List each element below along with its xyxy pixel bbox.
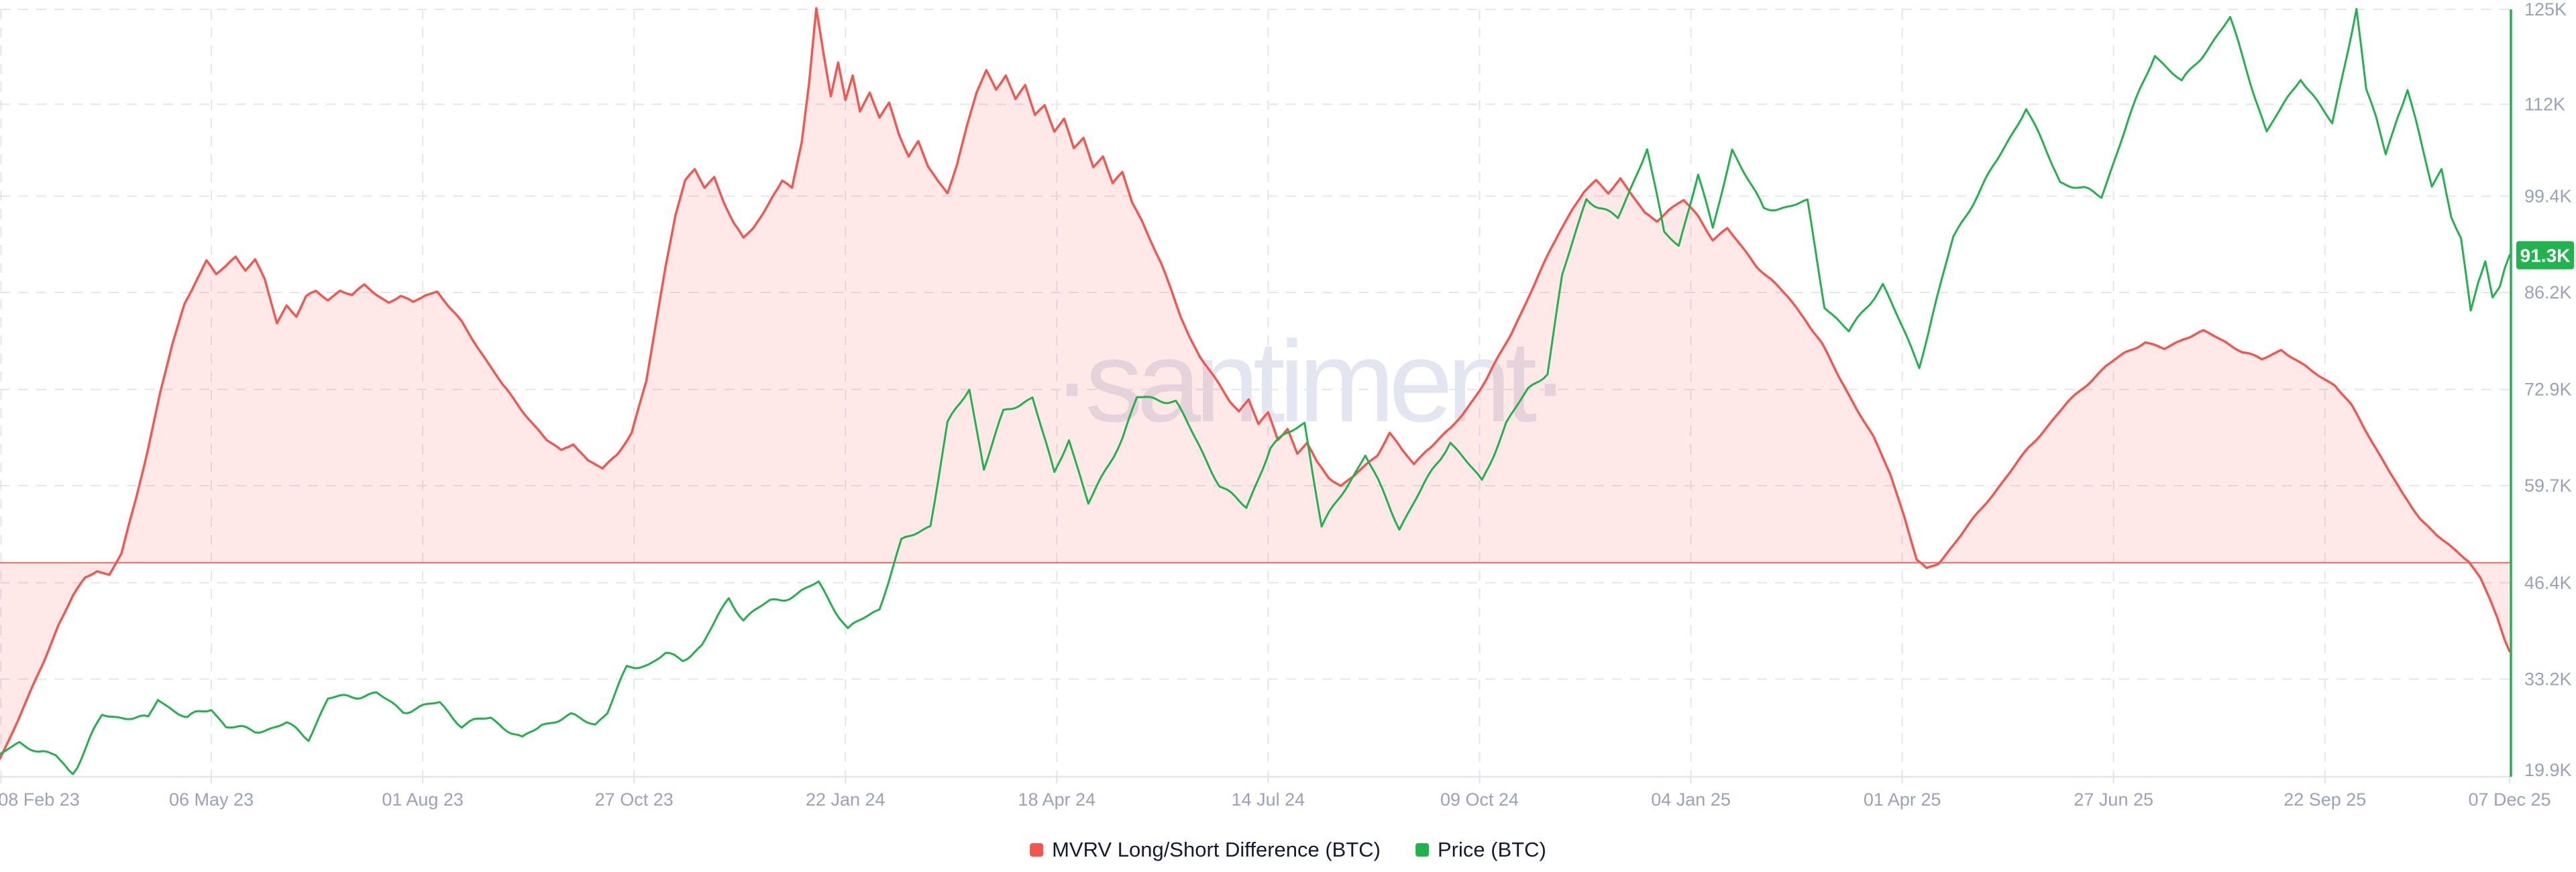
chart-legend: MVRV Long/Short Difference (BTC) Price (… bbox=[1030, 838, 1546, 862]
y-axis-tick-label: 86.2K bbox=[2524, 282, 2572, 303]
x-axis-tick-label: 01 Aug 23 bbox=[382, 789, 464, 810]
y-axis-tick-label: 99.4K bbox=[2524, 186, 2572, 206]
price-line bbox=[0, 7, 2511, 775]
santiment-watermark: ·santiment· bbox=[1053, 317, 1563, 446]
x-axis-tick-label: 27 Jun 25 bbox=[2074, 789, 2153, 810]
y-axis-tick-label: 59.7K bbox=[2524, 476, 2572, 496]
x-axis-tick-label: 06 May 23 bbox=[169, 789, 254, 810]
x-axis-tick-label: 18 Apr 24 bbox=[1018, 789, 1096, 810]
mvrv-difference-line bbox=[0, 7, 2511, 760]
x-axis-tick-label: 08 Feb 23 bbox=[0, 789, 80, 810]
x-axis-tick-label: 01 Apr 25 bbox=[1864, 789, 1941, 810]
latest-price-badge bbox=[2516, 241, 2574, 270]
y-axis-tick-label: 19.9K bbox=[2524, 760, 2572, 780]
y-axis-tick-label: 46.4K bbox=[2524, 573, 2572, 593]
x-axis-tick-label: 27 Oct 23 bbox=[595, 789, 674, 810]
y-axis-tick-label: 112K bbox=[2524, 94, 2565, 114]
chart-axes: 125K 112K 99.4K 86.2K 72.9K 59.7K 46.4K 33.2K 19… bbox=[0, 0, 2574, 810]
y-axis-tick-label: 125K bbox=[2524, 0, 2567, 19]
latest-price-badge-label: 91.3K bbox=[2520, 245, 2571, 266]
x-axis-tick-label: 22 Jan 24 bbox=[806, 789, 885, 810]
legend-item-price[interactable]: Price (BTC) bbox=[1415, 838, 1546, 862]
legend-label-price: Price (BTC) bbox=[1438, 838, 1546, 861]
x-axis-tick-label: 07 Dec 25 bbox=[2468, 789, 2551, 810]
legend-label-mvrv-difference: MVRV Long/Short Difference (BTC) bbox=[1052, 838, 1381, 861]
x-axis-tick-label: 14 Jul 24 bbox=[1232, 789, 1305, 810]
x-axis-tick-label: 09 Oct 24 bbox=[1440, 789, 1519, 810]
x-axis-tick-label: 22 Sep 25 bbox=[2284, 789, 2366, 810]
y-axis-tick-label: 33.2K bbox=[2524, 669, 2572, 689]
chart-series bbox=[0, 7, 2512, 775]
x-axis-tick-label: 04 Jan 25 bbox=[1651, 789, 1731, 810]
y-axis-tick-label: 72.9K bbox=[2524, 380, 2572, 400]
legend-item-mvrv-difference[interactable]: MVRV Long/Short Difference (BTC) bbox=[1030, 838, 1381, 862]
mvrv-difference-swatch-icon bbox=[1030, 843, 1044, 857]
price-swatch-icon bbox=[1415, 843, 1429, 857]
